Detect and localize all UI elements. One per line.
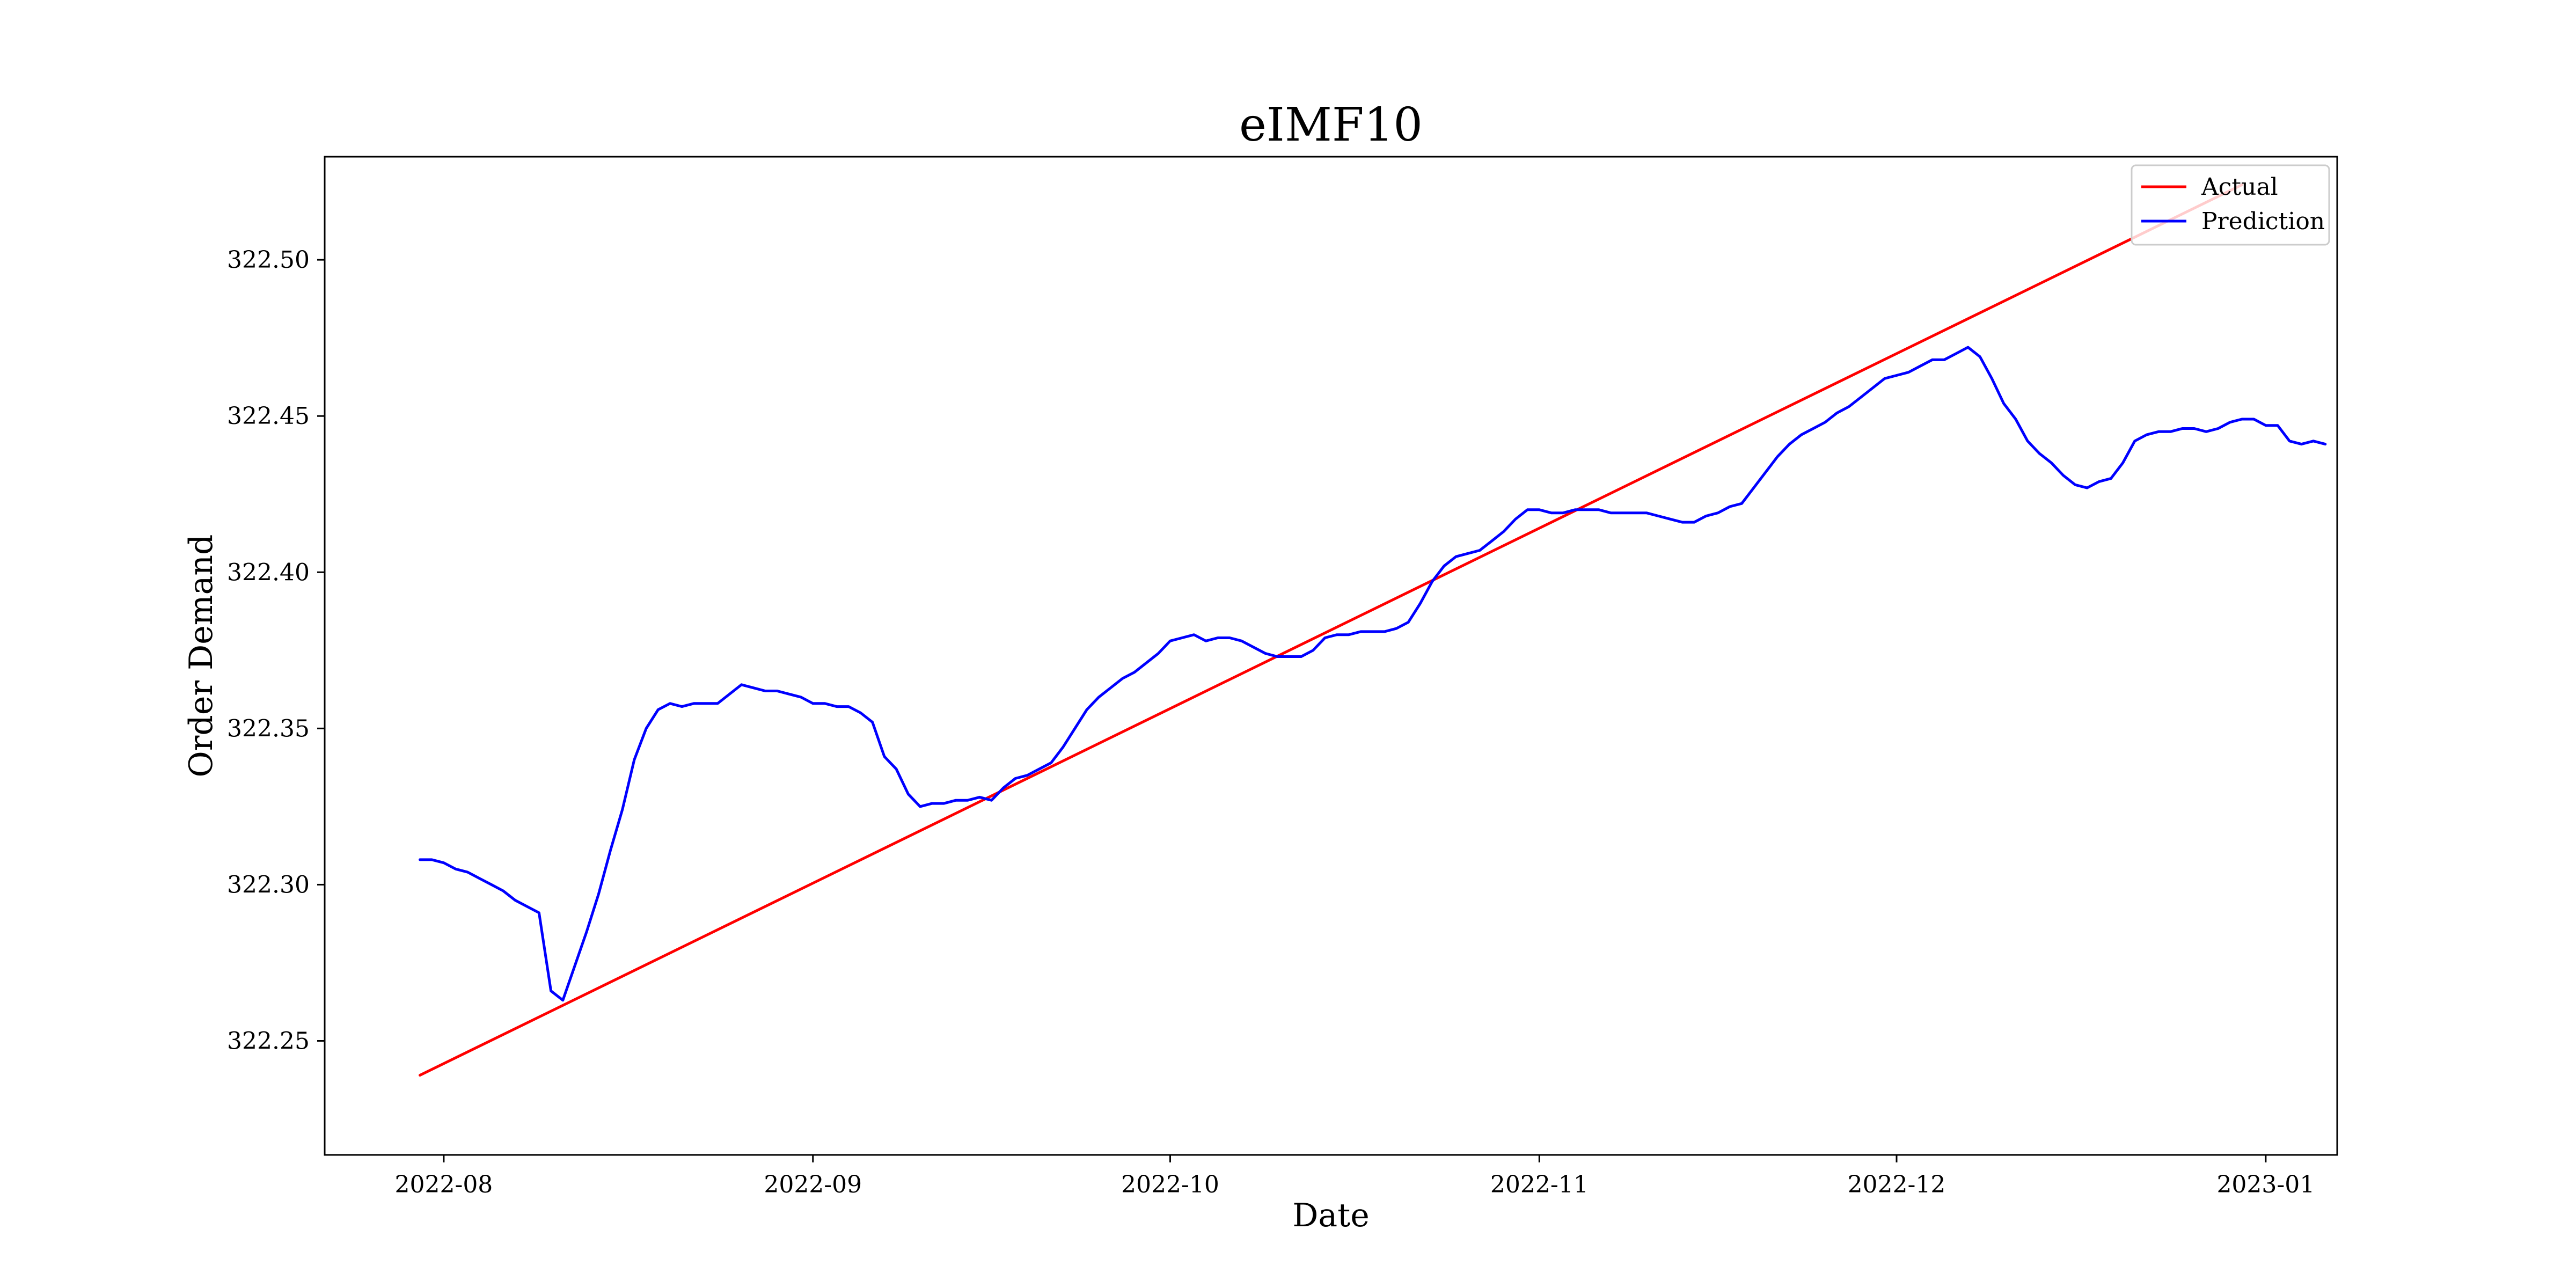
x-axis-ticks: 2022-08 2022-09 2022-10 2022-11 2022-12 2023-… (394, 1155, 2315, 1198)
legend-label: Prediction (2201, 208, 2325, 235)
x-tick-label: 2022-11 (1490, 1171, 1589, 1198)
plot-frame (324, 156, 2338, 1156)
x-tick-label: 2023-01 (2216, 1171, 2315, 1198)
series-layer (419, 183, 2327, 1077)
x-tick-label: 2022-10 (1121, 1171, 1219, 1198)
series-line-prediction (419, 346, 2327, 1002)
y-tick-label: 322.40 (227, 559, 310, 586)
y-tick-label: 322.50 (227, 246, 310, 274)
y-tick-label: 322.25 (227, 1028, 310, 1055)
x-tick-label: 2022-08 (394, 1171, 493, 1198)
y-axis-ticks: 322.25 322.30 322.35 322.40 322.45 322.50 (227, 246, 325, 1055)
legend: Actual Prediction (2131, 164, 2330, 246)
chart-title: eIMF10 (1239, 98, 1423, 152)
x-axis-label: Date (1292, 1197, 1370, 1234)
y-axis-label: Order Demand (182, 535, 220, 778)
y-tick-label: 322.35 (227, 715, 310, 742)
legend-label: Actual (2201, 173, 2278, 201)
y-tick-label: 322.30 (227, 871, 310, 898)
x-tick-label: 2022-12 (1848, 1171, 1946, 1198)
series-line-actual (419, 183, 2243, 1077)
y-tick-label: 322.45 (227, 402, 310, 430)
x-tick-label: 2022-09 (764, 1171, 862, 1198)
legend-box (2131, 164, 2330, 246)
